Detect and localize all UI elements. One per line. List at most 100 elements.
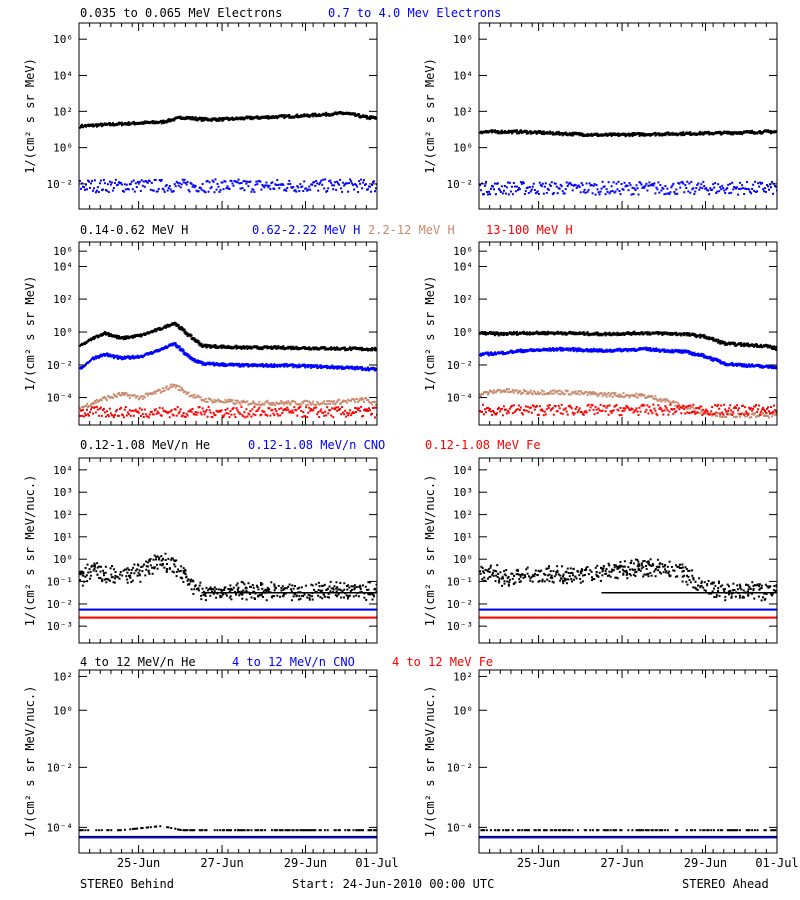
data-point — [119, 181, 122, 184]
data-point — [686, 332, 689, 335]
data-point — [532, 182, 535, 185]
data-point — [239, 412, 242, 415]
data-point — [720, 188, 723, 191]
data-point — [522, 330, 525, 333]
legend-label: 13-100 MeV H — [486, 223, 573, 237]
data-point — [592, 184, 595, 187]
data-point — [596, 132, 599, 135]
data-point — [283, 114, 286, 116]
data-point — [515, 185, 518, 188]
data-point — [117, 335, 120, 338]
data-point — [273, 363, 276, 366]
data-point — [318, 183, 321, 186]
data-point — [237, 178, 240, 181]
data-point — [761, 182, 764, 185]
data-point — [496, 182, 499, 185]
data-point — [125, 414, 128, 417]
data-point — [232, 184, 235, 187]
data-point — [365, 183, 367, 186]
data-point — [224, 409, 227, 411]
data-point — [194, 338, 197, 341]
data-point — [228, 400, 231, 403]
data-point — [335, 406, 338, 409]
data-point — [214, 178, 217, 181]
data-point — [250, 415, 253, 418]
data-point — [133, 409, 136, 412]
data-point — [120, 183, 123, 186]
data-point — [518, 188, 521, 191]
data-point — [373, 180, 375, 183]
data-point — [646, 189, 649, 192]
data-point — [307, 403, 310, 406]
data-point — [227, 412, 230, 415]
data-point — [701, 187, 704, 190]
data-point — [633, 187, 636, 190]
data-point — [161, 407, 164, 410]
data-point — [516, 189, 519, 192]
data-point — [522, 182, 525, 185]
data-point — [191, 185, 194, 188]
data-point — [169, 188, 172, 191]
data-point — [89, 411, 91, 414]
data-point — [566, 185, 569, 187]
data-point — [325, 403, 328, 406]
data-point — [319, 181, 322, 184]
data-point — [316, 413, 319, 416]
data-point — [208, 409, 211, 412]
data-point — [158, 406, 161, 409]
data-point — [700, 352, 703, 355]
data-point — [307, 364, 310, 366]
y-tick-label: 10⁻² — [447, 178, 474, 191]
data-point — [114, 178, 117, 181]
data-point — [92, 189, 94, 192]
data-point — [114, 410, 117, 413]
y-tick-label: 10⁶ — [53, 33, 73, 46]
data-point — [350, 180, 353, 183]
data-point — [312, 409, 315, 412]
data-point — [252, 188, 255, 191]
data-point — [233, 403, 236, 405]
data-point — [82, 409, 84, 412]
data-point — [493, 188, 495, 191]
data-point — [123, 408, 126, 411]
data-point — [336, 409, 339, 412]
data-point — [240, 405, 243, 408]
data-point — [115, 395, 118, 398]
data-point — [146, 394, 149, 397]
data-point — [492, 185, 494, 188]
data-point — [369, 185, 371, 188]
series-blue — [479, 346, 777, 370]
data-point — [158, 326, 161, 329]
data-point — [228, 188, 231, 190]
data-point — [547, 188, 550, 191]
data-point — [322, 411, 325, 414]
legend-label: 4 to 12 MeV/n CNO — [232, 655, 355, 669]
data-point — [214, 344, 217, 347]
data-point — [122, 190, 125, 193]
series-tan — [79, 383, 377, 411]
data-point — [162, 119, 165, 122]
data-point — [249, 115, 252, 118]
data-point — [617, 180, 620, 183]
data-point — [103, 182, 106, 185]
data-point — [93, 179, 96, 182]
data-point — [274, 408, 277, 410]
data-point — [219, 189, 222, 192]
data-point — [678, 349, 681, 352]
data-point — [498, 189, 501, 192]
data-point — [715, 192, 718, 194]
data-point — [120, 121, 123, 124]
data-point — [203, 400, 206, 403]
data-point — [282, 183, 285, 186]
data-point — [754, 180, 757, 183]
data-point — [99, 179, 102, 182]
data-point — [327, 187, 330, 190]
data-point — [127, 413, 130, 416]
data-point — [291, 409, 294, 412]
data-point — [485, 180, 487, 183]
data-point — [204, 410, 207, 413]
data-point — [344, 409, 347, 412]
data-point — [212, 401, 215, 403]
